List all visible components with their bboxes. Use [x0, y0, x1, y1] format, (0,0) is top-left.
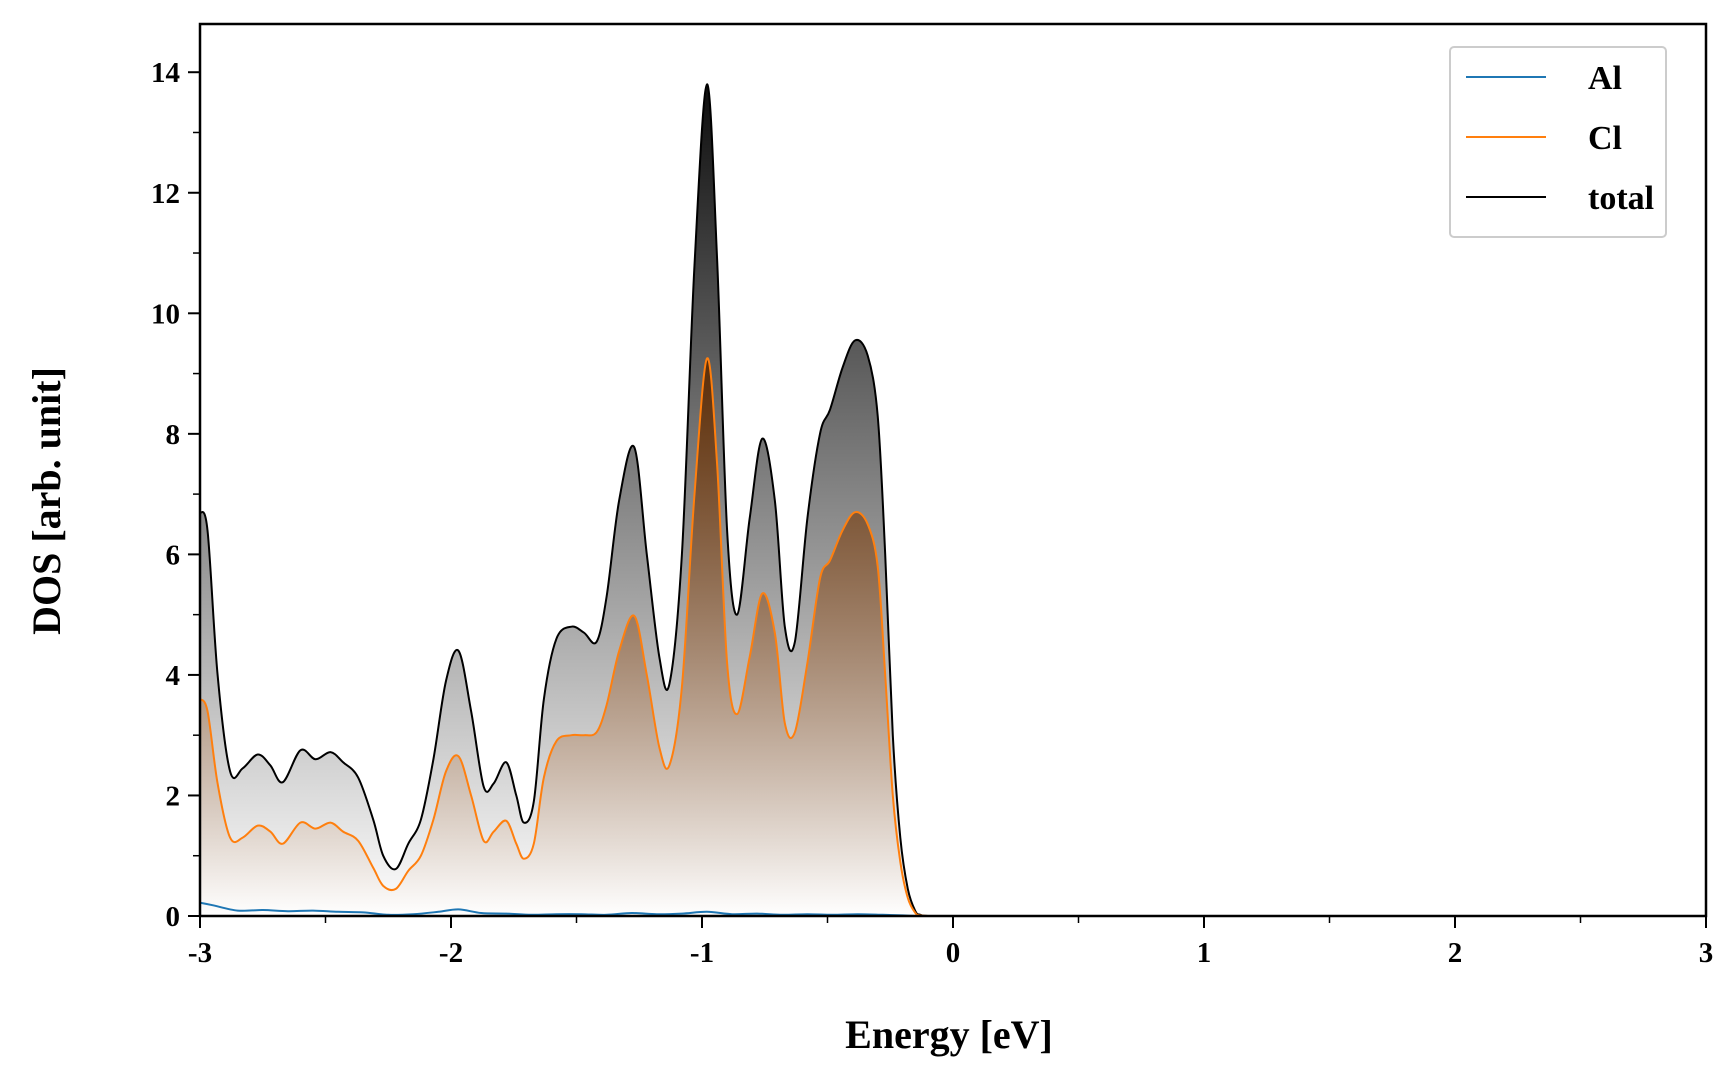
series-layer — [199, 83, 1706, 918]
legend-label-total: total — [1588, 180, 1654, 217]
x-tick-label: 1 — [1197, 937, 1212, 969]
y-tick-label: 4 — [166, 660, 181, 692]
series-area-cl — [200, 358, 1706, 916]
series-area-total — [200, 84, 1706, 916]
series-line-total — [199, 83, 1706, 918]
legend-label-al: Al — [1588, 60, 1622, 97]
x-tick-label: -2 — [439, 937, 463, 969]
y-axis-title: DOS [arb. unit] — [24, 367, 69, 635]
y-tick-label: 14 — [151, 57, 180, 89]
x-tick-label: -3 — [188, 937, 212, 969]
y-tick-label: 10 — [151, 298, 180, 330]
y-tick-label: 12 — [151, 178, 180, 210]
legend-box — [1449, 46, 1667, 238]
legend: Al Cl total — [1449, 46, 1667, 238]
y-tick-label: 2 — [166, 780, 181, 812]
x-tick-label: 3 — [1699, 937, 1714, 969]
x-tick-label: 2 — [1448, 937, 1463, 969]
x-axis-title: Energy [eV] — [845, 1012, 1053, 1057]
legend-label-cl: Cl — [1588, 120, 1622, 157]
series-line-cl — [199, 357, 1706, 918]
y-tick-label: 0 — [166, 901, 181, 933]
x-tick-label: -1 — [690, 937, 714, 969]
x-tick-label: 0 — [946, 937, 961, 969]
y-tick-label: 8 — [166, 419, 181, 451]
y-tick-label: 6 — [166, 539, 181, 571]
